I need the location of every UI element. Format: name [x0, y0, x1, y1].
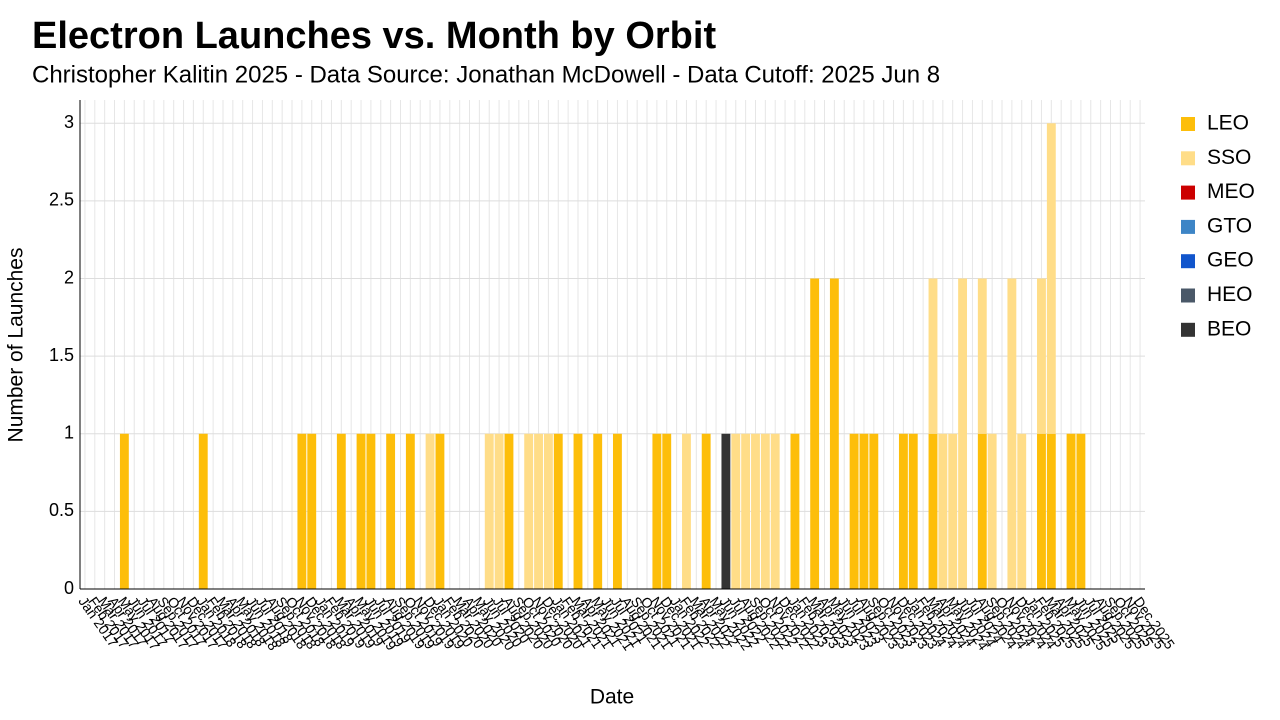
bar-segment — [908, 433, 918, 589]
bar-segment — [869, 433, 879, 589]
bar-segment — [366, 433, 376, 589]
legend-label: BEO — [1207, 317, 1251, 340]
bar-segment — [1007, 278, 1017, 589]
y-tick-label: 0.5 — [49, 500, 74, 520]
chart-subtitle: Christopher Kalitin 2025 - Data Source: … — [32, 61, 940, 88]
bar-segment — [948, 433, 958, 589]
bar-segment — [524, 433, 534, 589]
bar-segment — [849, 433, 859, 589]
y-axis-label: Number of Launches — [5, 248, 28, 443]
legend-swatch — [1181, 219, 1195, 234]
bar-segment — [553, 433, 563, 589]
bar-segment — [928, 433, 938, 589]
bar-segment — [652, 433, 662, 589]
legend-label: MEO — [1207, 180, 1255, 203]
bar-segment — [435, 433, 445, 589]
bar-segment — [494, 433, 504, 589]
bar-segment — [543, 433, 553, 589]
legend-label: GEO — [1207, 249, 1254, 272]
bar-segment — [938, 433, 948, 589]
bar-segment — [1046, 433, 1056, 589]
bar-segment — [593, 433, 603, 589]
bar-segment — [504, 433, 514, 589]
legend-swatch — [1181, 185, 1195, 200]
bar-segment — [898, 433, 908, 589]
legend-swatch — [1181, 151, 1195, 166]
y-tick-label: 1 — [64, 423, 74, 443]
bar-segment — [307, 433, 317, 589]
bar-segment — [425, 433, 435, 589]
bar-segment — [751, 433, 760, 589]
bar-segment — [760, 433, 770, 589]
bar-segment — [721, 433, 731, 589]
bar-segment — [958, 278, 968, 589]
legend-label: GTO — [1207, 214, 1252, 237]
bar-segment — [119, 433, 129, 589]
bar-segment — [731, 433, 741, 589]
bar-segment — [336, 433, 346, 589]
bar-segment — [534, 433, 543, 589]
bar-segment — [829, 278, 839, 589]
bar-segment — [859, 433, 869, 589]
legend-label: HEO — [1207, 283, 1253, 306]
bar-segment — [1017, 433, 1027, 589]
legend-swatch — [1181, 254, 1195, 269]
bar-segment — [405, 433, 415, 589]
bar-segment — [987, 433, 997, 589]
bar-segment — [573, 433, 583, 589]
bar-segment — [1066, 433, 1076, 589]
legend-swatch — [1181, 288, 1195, 303]
bar-segment — [790, 433, 800, 589]
bar-segment — [297, 433, 307, 589]
bar-segment — [356, 433, 366, 589]
bar-segment — [701, 433, 711, 589]
y-tick-label: 3 — [64, 112, 74, 132]
bar-segment — [198, 433, 208, 589]
legend-label: LEO — [1207, 112, 1249, 135]
legend-swatch — [1181, 117, 1195, 131]
y-tick-label: 2.5 — [49, 190, 74, 210]
x-axis-label: Date — [590, 686, 634, 709]
bar-segment — [977, 433, 987, 589]
bar-segment — [662, 433, 672, 589]
y-tick-label: 2 — [64, 267, 74, 287]
y-tick-label: 1.5 — [49, 345, 74, 365]
bar-segment — [1076, 433, 1086, 589]
bar-segment — [1037, 278, 1046, 434]
bar-segment — [682, 433, 691, 589]
bar-segment — [977, 278, 987, 434]
legend-swatch — [1181, 322, 1195, 337]
bar-segment — [928, 278, 938, 434]
bar-segment — [1046, 123, 1056, 434]
bar-segment — [810, 278, 820, 589]
bar-segment — [484, 433, 494, 589]
legend-label: SSO — [1207, 146, 1251, 169]
bar-segment — [612, 433, 622, 589]
chart-title: Electron Launches vs. Month by Orbit — [32, 15, 716, 57]
bar-segment — [770, 433, 780, 589]
bar-segment — [386, 433, 396, 589]
bar-segment — [741, 433, 751, 589]
y-tick-label: 0 — [64, 578, 74, 598]
bar-segment — [1037, 433, 1046, 589]
